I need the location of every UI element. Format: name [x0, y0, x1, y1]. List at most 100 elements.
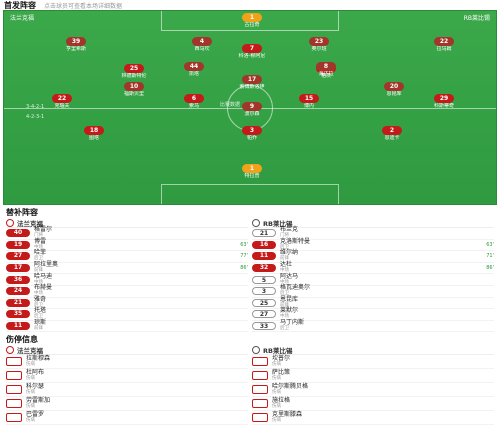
home-player[interactable]: 1 特拉普 [220, 164, 284, 180]
home-formation: 3-4-2-1 [26, 104, 45, 110]
away-player[interactable]: 1 古拉奇 [220, 13, 284, 29]
player-number: 20 [384, 82, 404, 91]
injured-player-name: 施拉格 [272, 396, 291, 404]
player-number: 7 [242, 44, 262, 53]
sub-row[interactable]: 32 达杜 中场 86' [252, 262, 494, 275]
sub-row[interactable]: 11 琼斯 前锋 [6, 320, 248, 333]
home-injuries-team-name: 法兰克福 [17, 346, 43, 355]
sub-row[interactable]: 21 雅奇 后卫 [6, 296, 248, 310]
away-team-tag: RB莱比锡 [463, 15, 490, 22]
sub-row[interactable]: 21 布兰克 门将 [252, 227, 494, 240]
sub-row[interactable]: 17 阿拉里奥 前锋 86' [6, 262, 248, 275]
injured-player-name: 坎普尔 [272, 354, 291, 362]
injury-icon [6, 399, 22, 409]
player-name: 西马坎 [194, 46, 210, 52]
sub-row[interactable]: 35 托塔 后卫 [6, 308, 248, 321]
away-player[interactable]: 4 西马坎 [170, 37, 234, 53]
lineup-header: 首发阵容 点击球员可查看本场详细数据 [0, 0, 500, 10]
sub-row[interactable]: 19 博雷 中场 63' [6, 238, 248, 252]
injury-row[interactable]: 杜阿布 伤病 [6, 369, 248, 384]
sub-time: 71' [486, 253, 494, 260]
injury-row[interactable]: 拉斯穆森 伤病 [6, 355, 248, 370]
home-player[interactable]: 6 索乌 [162, 94, 226, 110]
sub-player-name: 维尔纳 [280, 249, 299, 257]
injury-row[interactable]: 哈尔斯腾贝格 伤病 [252, 382, 494, 398]
injury-row[interactable]: 坎普尔 伤病 [252, 354, 494, 370]
sub-row[interactable]: 11 维尔纳 前锋 71' [252, 249, 494, 263]
player-number: 3 [242, 126, 262, 135]
home-player[interactable]: 7 科洛-穆阿尼 [220, 44, 284, 60]
sub-player-name: 莱默尔 [280, 307, 299, 315]
injured-player-name: 科尔瑟 [26, 382, 45, 390]
sub-position: 中场 [280, 314, 289, 320]
player-name: 克瑙夫 [54, 103, 70, 109]
sub-number-badge: 11 [6, 322, 30, 331]
injury-reason: 伤病 [26, 417, 35, 423]
sub-number-badge: 35 [6, 310, 30, 319]
sub-row[interactable]: 24 布赫曼 中场 [6, 285, 248, 298]
player-number: 9 [242, 102, 262, 111]
away-player[interactable]: 17 索博斯洛伊 [220, 75, 284, 91]
pitch-top-box [161, 11, 339, 31]
away-player[interactable]: 9 波尔森 [220, 102, 284, 118]
sub-row[interactable]: 25 恩昆库 前锋 [252, 296, 494, 310]
injury-icon [6, 371, 22, 381]
away-player[interactable]: 39 亨里希斯 [44, 37, 108, 53]
away-player[interactable]: 23 奥尔班 [287, 37, 351, 53]
home-player[interactable]: 3 帕乔 [220, 126, 284, 142]
sub-time: 86' [486, 265, 494, 272]
injury-icon [6, 413, 22, 423]
sub-info: 博雷 中场 [34, 238, 236, 251]
home-player[interactable]: 29 科斯蒂奇 [412, 94, 476, 110]
home-player[interactable]: 15 博内 [277, 94, 341, 110]
player-name: 图塔 [88, 135, 99, 141]
injury-row[interactable]: 劳雷斯加 伤病 [6, 397, 248, 412]
injury-row[interactable]: 克里斯滕森 伤病 [252, 411, 494, 426]
home-player[interactable]: 22 克瑙夫 [30, 94, 94, 110]
player-number: 29 [434, 94, 454, 103]
player-name: 拉乌姆 [436, 46, 452, 52]
sub-position: 中场 [34, 279, 43, 285]
injury-reason: 伤病 [272, 403, 281, 409]
away-subs-team-name: RB莱比锡 [263, 219, 293, 228]
injured-player-name: 哈尔斯腾贝格 [272, 382, 309, 390]
away-player[interactable]: 8 海达拉 [294, 62, 358, 78]
sub-position: 后卫 [280, 244, 289, 250]
injury-row[interactable]: 巴雷罗 伤病 [6, 411, 248, 426]
player-name: 恩迪卡 [384, 135, 400, 141]
sub-number-badge: 25 [252, 298, 276, 307]
sub-row[interactable]: 36 哈马迪 中场 [6, 273, 248, 286]
home-injuries-head: 法兰克福 [6, 345, 248, 356]
injury-row[interactable]: 施拉格 伤病 [252, 396, 494, 412]
sub-row[interactable]: 33 马丁内斯 后卫 [252, 320, 494, 333]
away-injury-logo-icon [252, 345, 260, 354]
home-player[interactable]: 2 恩迪卡 [360, 126, 424, 142]
sub-number-badge: 24 [6, 287, 30, 296]
sub-info: 马丁内斯 后卫 [280, 320, 490, 332]
sub-info: 莱默尔 中场 [280, 308, 490, 320]
away-injuries-head: RB莱比锡 [252, 345, 494, 356]
injury-row[interactable]: 萨比策 伤病 [252, 369, 494, 384]
sub-row[interactable]: 3 格瓦迪奥尔 后卫 [252, 285, 494, 298]
pitch-center-label: 比赛数据 [220, 102, 241, 108]
sub-info: 达杜 中场 [280, 262, 482, 274]
sub-number-badge: 16 [252, 240, 276, 249]
away-player[interactable]: 44 凯塔 [162, 62, 226, 78]
home-player[interactable]: 18 图塔 [62, 126, 126, 142]
player-name: 特拉普 [244, 173, 260, 179]
sub-row[interactable]: 5 阿达马 中场 [252, 273, 494, 286]
sub-row[interactable]: 40 格雷尔 门将 [6, 227, 248, 240]
sub-row[interactable]: 16 克洛斯特曼 后卫 63' [252, 238, 494, 252]
injury-row[interactable]: 科尔瑟 伤病 [6, 382, 248, 398]
away-player[interactable]: 10 福斯贝里 [102, 82, 166, 98]
injury-info: 杜阿布 伤病 [26, 369, 44, 382]
player-name: 林德斯特伦 [121, 73, 147, 79]
away-player[interactable]: 20 恩昆库 [362, 82, 426, 98]
subs-columns: 法兰克福 40 格雷尔 门将 19 博雷 中场 63' 27 哈菲 后卫 77' 17 阿拉里奥 前锋 86… [0, 218, 500, 333]
injury-reason: 伤病 [272, 417, 281, 423]
sub-row[interactable]: 27 莱默尔 中场 [252, 308, 494, 321]
home-injury-logo-icon [6, 345, 14, 354]
home-player[interactable]: 25 林德斯特伦 [102, 64, 166, 80]
sub-row[interactable]: 27 哈菲 后卫 77' [6, 250, 248, 263]
away-player[interactable]: 22 拉乌姆 [412, 37, 476, 53]
